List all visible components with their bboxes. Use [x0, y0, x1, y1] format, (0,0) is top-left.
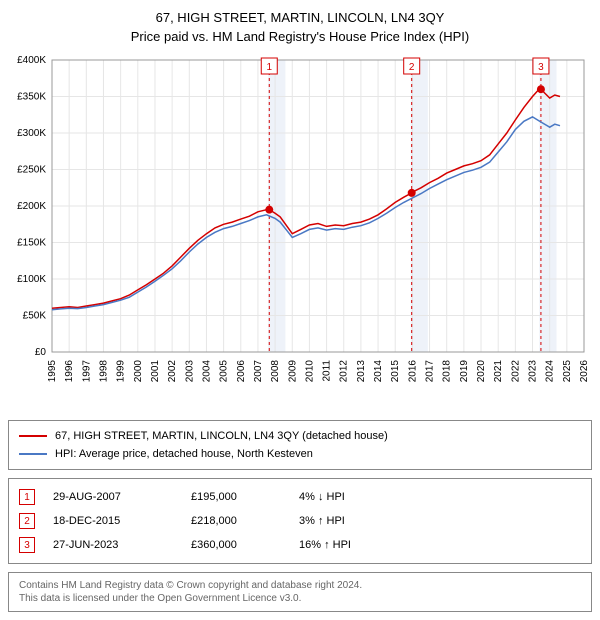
svg-text:2021: 2021 [493, 360, 504, 383]
svg-text:2015: 2015 [390, 360, 401, 383]
legend-row: HPI: Average price, detached house, Nort… [19, 445, 581, 463]
svg-text:1: 1 [266, 62, 272, 73]
svg-text:2001: 2001 [150, 360, 161, 383]
svg-text:2002: 2002 [167, 360, 178, 383]
attribution: Contains HM Land Registry data © Crown c… [8, 572, 592, 612]
svg-text:2005: 2005 [219, 360, 230, 383]
svg-text:2010: 2010 [304, 360, 315, 383]
sale-row: 3 27-JUN-2023 £360,000 16% ↑ HPI [19, 533, 581, 557]
chart-svg: £0 £50K £100K £150K £200K £250K £300K £350K £400… [8, 52, 592, 412]
svg-text:2017: 2017 [425, 360, 436, 383]
svg-text:2024: 2024 [545, 360, 556, 383]
svg-text:2004: 2004 [201, 360, 212, 383]
svg-text:2008: 2008 [270, 360, 281, 383]
legend-row: 67, HIGH STREET, MARTIN, LINCOLN, LN4 3Q… [19, 427, 581, 445]
svg-text:£250K: £250K [17, 165, 46, 176]
svg-text:2018: 2018 [442, 360, 453, 383]
svg-text:2016: 2016 [407, 360, 418, 383]
legend-label: 67, HIGH STREET, MARTIN, LINCOLN, LN4 3Q… [55, 430, 388, 442]
sale-number-badge: 3 [19, 537, 35, 553]
sale-hpi-delta: 16% ↑ HPI [299, 539, 351, 551]
sale-hpi-delta: 3% ↑ HPI [299, 515, 345, 527]
svg-text:1997: 1997 [81, 360, 92, 383]
svg-text:£50K: £50K [23, 311, 47, 322]
svg-text:£150K: £150K [17, 238, 46, 249]
sale-row: 2 18-DEC-2015 £218,000 3% ↑ HPI [19, 509, 581, 533]
svg-text:2012: 2012 [339, 360, 350, 383]
svg-text:2007: 2007 [253, 360, 264, 383]
attribution-line: This data is licensed under the Open Gov… [19, 592, 581, 605]
svg-text:£350K: £350K [17, 92, 46, 103]
svg-text:£100K: £100K [17, 274, 46, 285]
chart-title: 67, HIGH STREET, MARTIN, LINCOLN, LN4 3Q… [8, 10, 592, 25]
sale-date: 18-DEC-2015 [53, 515, 173, 527]
sales-table: 1 29-AUG-2007 £195,000 4% ↓ HPI 2 18-DEC-2015… [8, 478, 592, 564]
svg-text:2020: 2020 [476, 360, 487, 383]
svg-text:2009: 2009 [287, 360, 298, 383]
svg-text:£0: £0 [35, 347, 47, 358]
sale-date: 29-AUG-2007 [53, 491, 173, 503]
svg-text:£400K: £400K [17, 55, 46, 66]
svg-text:2019: 2019 [459, 360, 470, 383]
svg-text:2014: 2014 [373, 360, 384, 383]
legend-swatch [19, 453, 47, 455]
svg-text:2026: 2026 [579, 360, 590, 383]
sale-price: £218,000 [191, 515, 281, 527]
svg-text:2022: 2022 [510, 360, 521, 383]
legend: 67, HIGH STREET, MARTIN, LINCOLN, LN4 3Q… [8, 420, 592, 470]
svg-text:£200K: £200K [17, 201, 46, 212]
legend-label: HPI: Average price, detached house, Nort… [55, 448, 313, 460]
svg-text:1999: 1999 [116, 360, 127, 383]
sale-price: £195,000 [191, 491, 281, 503]
svg-text:2025: 2025 [562, 360, 573, 383]
legend-swatch [19, 435, 47, 437]
chart-subtitle: Price paid vs. HM Land Registry's House … [8, 29, 592, 44]
svg-text:2000: 2000 [133, 360, 144, 383]
svg-text:2006: 2006 [236, 360, 247, 383]
sale-number-badge: 1 [19, 489, 35, 505]
svg-text:1998: 1998 [98, 360, 109, 383]
sale-date: 27-JUN-2023 [53, 539, 173, 551]
svg-text:1996: 1996 [64, 360, 75, 383]
svg-text:2023: 2023 [528, 360, 539, 383]
svg-text:1995: 1995 [47, 360, 58, 383]
svg-text:3: 3 [538, 62, 544, 73]
svg-text:2013: 2013 [356, 360, 367, 383]
sale-hpi-delta: 4% ↓ HPI [299, 491, 345, 503]
price-chart: £0 £50K £100K £150K £200K £250K £300K £350K £400… [8, 52, 592, 412]
attribution-line: Contains HM Land Registry data © Crown c… [19, 579, 581, 592]
sale-price: £360,000 [191, 539, 281, 551]
svg-text:2003: 2003 [184, 360, 195, 383]
svg-text:2: 2 [409, 62, 415, 73]
sale-number-badge: 2 [19, 513, 35, 529]
svg-text:£300K: £300K [17, 128, 46, 139]
sale-row: 1 29-AUG-2007 £195,000 4% ↓ HPI [19, 485, 581, 509]
svg-text:2011: 2011 [322, 360, 333, 382]
